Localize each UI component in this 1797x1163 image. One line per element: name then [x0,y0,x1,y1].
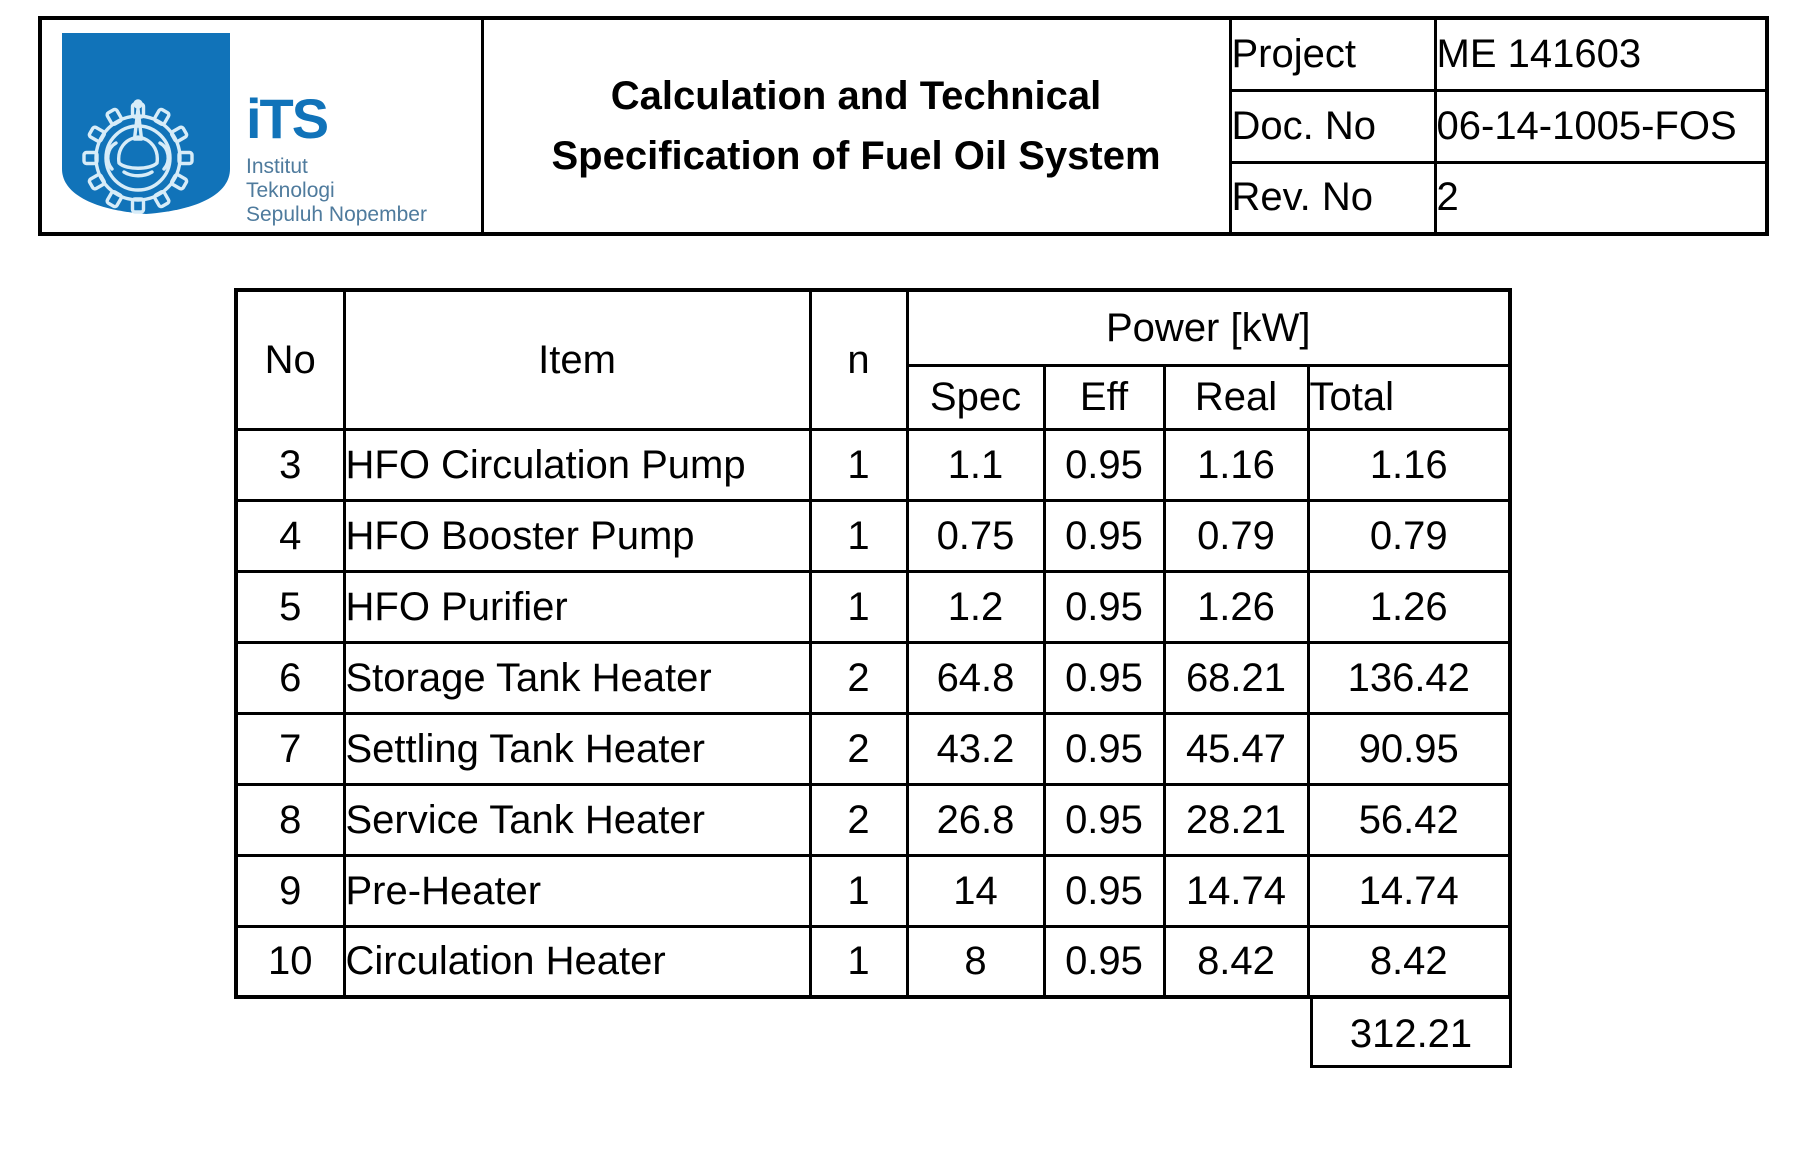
meta-label-doc-no: Doc. No [1228,88,1437,164]
col-header-n: n [808,288,909,431]
cell-no: 9 [234,853,346,928]
cell-total: 0.79 [1306,498,1512,573]
table-row: 9 Pre-Heater 1 14 0.95 14.74 14.74 [234,853,1512,928]
logo-cell: iTS Institut Teknologi Sepuluh Nopember [38,16,484,236]
cell-n: 1 [808,853,909,928]
cell-spec: 26.8 [905,782,1046,857]
meta-value-project: ME 141603 [1433,16,1769,92]
table-body: 3 HFO Circulation Pump 1 1.1 0.95 1.16 1.16 4 HF… [234,427,1512,999]
cell-eff: 0.95 [1042,498,1166,573]
table-row: 4 HFO Booster Pump 1 0.75 0.95 0.79 0.79 [234,498,1512,573]
document-header-table: iTS Institut Teknologi Sepuluh Nopember … [38,16,1769,236]
col-header-total: Total [1306,363,1512,431]
cell-no: 6 [234,640,346,715]
cell-no: 8 [234,782,346,857]
cell-real: 1.16 [1162,427,1310,502]
cell-no: 4 [234,498,346,573]
cell-total: 1.26 [1306,569,1512,644]
gear-lotus-icon [82,99,194,214]
meta-value-rev-no: 2 [1433,160,1769,236]
cell-total: 90.95 [1306,711,1512,786]
table-row: 5 HFO Purifier 1 1.2 0.95 1.26 1.26 [234,569,1512,644]
cell-real: 28.21 [1162,782,1310,857]
cell-real: 1.26 [1162,569,1310,644]
col-header-eff: Eff [1042,363,1166,431]
title-cell: Calculation and Technical Specification … [480,16,1232,236]
cell-n: 2 [808,640,909,715]
cell-item: Service Tank Heater [342,782,812,857]
document-title: Calculation and Technical Specification … [484,66,1229,186]
power-table: No Item n Power [kW] Spec Eff Real Total… [234,288,1512,999]
cell-n: 2 [808,782,909,857]
col-header-power-group: Power [kW] [905,288,1512,367]
cell-item: Storage Tank Heater [342,640,812,715]
col-header-no: No [234,288,346,431]
cell-no: 5 [234,569,346,644]
grand-total-box: 312.21 [1310,996,1512,1068]
cell-item: HFO Circulation Pump [342,427,812,502]
cell-eff: 0.95 [1042,640,1166,715]
col-header-item: Item [342,288,812,431]
cell-real: 14.74 [1162,853,1310,928]
cell-spec: 1.2 [905,569,1046,644]
table-row: 8 Service Tank Heater 2 26.8 0.95 28.21 56.42 [234,782,1512,857]
table-row: 10 Circulation Heater 1 8 0.95 8.42 8.42 [234,924,1512,999]
cell-total: 8.42 [1306,924,1512,999]
cell-no: 3 [234,427,346,502]
cell-eff: 0.95 [1042,853,1166,928]
institution-line: Sepuluh Nopember [246,202,427,226]
grand-total-value: 312.21 [1349,1011,1473,1056]
logo-text-block: iTS Institut Teknologi Sepuluh Nopember [246,87,427,227]
cell-real: 45.47 [1162,711,1310,786]
cell-eff: 0.95 [1042,569,1166,644]
institution-line: Teknologi [246,178,335,202]
cell-n: 1 [808,427,909,502]
col-header-real: Real [1162,363,1310,431]
table-row: 6 Storage Tank Heater 2 64.8 0.95 68.21 136.42 [234,640,1512,715]
cell-item: HFO Booster Pump [342,498,812,573]
cell-item: Circulation Heater [342,924,812,999]
meta-label-project: Project [1228,16,1437,92]
cell-item: Pre-Heater [342,853,812,928]
its-shield-emblem-icon [62,33,230,215]
cell-no: 10 [234,924,346,999]
col-header-spec: Spec [905,363,1046,431]
document-title-line2: Specification of Fuel Oil System [551,134,1161,178]
document-title-line1: Calculation and Technical [610,74,1102,118]
its-logo: iTS Institut Teknologi Sepuluh Nopember [42,25,481,226]
cell-spec: 14 [905,853,1046,928]
cell-spec: 0.75 [905,498,1046,573]
cell-n: 1 [808,569,909,644]
cell-total: 56.42 [1306,782,1512,857]
cell-eff: 0.95 [1042,711,1166,786]
cell-real: 68.21 [1162,640,1310,715]
cell-no: 7 [234,711,346,786]
cell-item: HFO Purifier [342,569,812,644]
cell-n: 1 [808,924,909,999]
cell-eff: 0.95 [1042,924,1166,999]
cell-spec: 1.1 [905,427,1046,502]
cell-real: 8.42 [1162,924,1310,999]
meta-label-rev-no: Rev. No [1228,160,1437,236]
table-row: 3 HFO Circulation Pump 1 1.1 0.95 1.16 1.16 [234,427,1512,502]
table-row: 7 Settling Tank Heater 2 43.2 0.95 45.47 90.95 [234,711,1512,786]
cell-spec: 64.8 [905,640,1046,715]
cell-eff: 0.95 [1042,782,1166,857]
cell-total: 1.16 [1306,427,1512,502]
its-acronym: iTS [246,87,329,151]
cell-eff: 0.95 [1042,427,1166,502]
power-table-wrap: No Item n Power [kW] Spec Eff Real Total… [234,288,1512,1068]
meta-value-doc-no: 06-14-1005-FOS [1433,88,1769,164]
cell-spec: 43.2 [905,711,1046,786]
cell-n: 1 [808,498,909,573]
cell-real: 0.79 [1162,498,1310,573]
institution-line: Institut [246,154,308,178]
cell-item: Settling Tank Heater [342,711,812,786]
cell-total: 136.42 [1306,640,1512,715]
institution-name: Institut Teknologi Sepuluh Nopember [246,155,427,227]
cell-n: 2 [808,711,909,786]
cell-spec: 8 [905,924,1046,999]
cell-total: 14.74 [1306,853,1512,928]
